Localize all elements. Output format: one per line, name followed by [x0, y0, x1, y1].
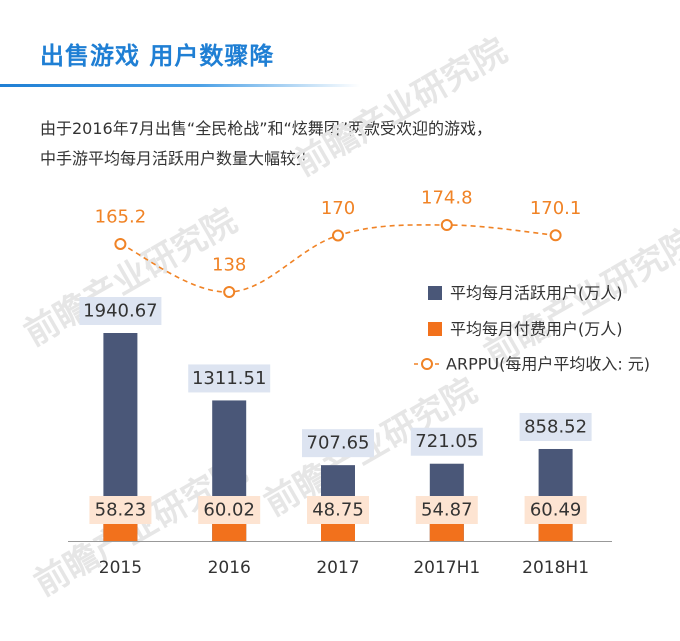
legend-label-arppu: ARPPU(每用户平均收入: 元) [446, 355, 650, 374]
label-arppu-2017H1: 174.8 [421, 188, 473, 209]
label-paying-2015-bg [89, 496, 152, 524]
point-arppu-2017 [332, 229, 344, 242]
label-paying-2015: 58.23 [95, 500, 147, 521]
label-paying-2017H1-bg [415, 496, 478, 524]
page-title: 出售游戏 用户数骤降 [40, 42, 275, 70]
point-arppu-2018H1 [549, 229, 562, 242]
label-mau-2017H1: 721.05 [415, 431, 478, 452]
label-mau-2018H1: 858.52 [524, 416, 587, 437]
label-mau-2016-bg [188, 364, 271, 393]
legend-label-paying: 平均每月付费用户(万人) [450, 320, 623, 339]
label-paying-2016: 60.02 [203, 500, 255, 521]
point-arppu-2017H1 [440, 219, 453, 231]
legend-marker-arppu [421, 358, 433, 370]
label-arppu-2016: 138 [212, 255, 246, 276]
point-arppu-2016 [223, 286, 236, 298]
label-arppu-2015: 165.2 [95, 206, 147, 227]
label-arppu-2018H1: 170.1 [530, 198, 582, 219]
legend-label-mau: 平均每月活跃用户(万人) [450, 284, 623, 303]
label-arppu-2017: 170 [321, 198, 355, 219]
label-mau-2015: 1940.67 [83, 301, 157, 322]
subtitle-line-1: 由于2016年7月出售“全民枪战”和“炫舞团”两款受欢迎的游戏， [40, 119, 493, 138]
subtitle-line-2: 中手游平均每月活跃用户数量大幅较少 [40, 149, 313, 168]
x-tick-label-2017H1: 2017H1 [413, 558, 480, 578]
x-tick-label-2018H1: 2018H1 [522, 558, 589, 578]
page-subtitle: 由于2016年7月出售“全民枪战”和“炫舞团”两款受欢迎的游戏， 中手游平均每月… [40, 114, 492, 174]
label-mau-2015-bg [79, 297, 162, 325]
x-tick-label-2015: 2015 [99, 558, 142, 578]
label-paying-2018H1: 60.49 [530, 500, 582, 521]
label-paying-2017-bg [307, 496, 369, 524]
label-mau-2018H1-bg [519, 412, 592, 441]
x-tick-label-2016: 2016 [208, 558, 251, 578]
title-underline [0, 84, 360, 87]
label-paying-2017: 48.75 [312, 500, 364, 521]
point-arppu-2015 [114, 237, 127, 250]
bar-paying-2017 [321, 519, 355, 541]
label-paying-2018H1-bg [524, 496, 587, 524]
label-mau-2017: 707.65 [307, 433, 370, 454]
x-tick-label-2017: 2017 [316, 558, 359, 578]
label-mau-2017H1-bg [410, 427, 483, 456]
legend-swatch-paying [428, 322, 442, 336]
label-paying-2017H1: 54.87 [421, 500, 473, 521]
label-mau-2016: 1311.51 [192, 368, 266, 389]
label-paying-2016-bg [198, 496, 261, 524]
label-mau-2017-bg [302, 429, 374, 458]
legend-swatch-mau [428, 286, 442, 300]
